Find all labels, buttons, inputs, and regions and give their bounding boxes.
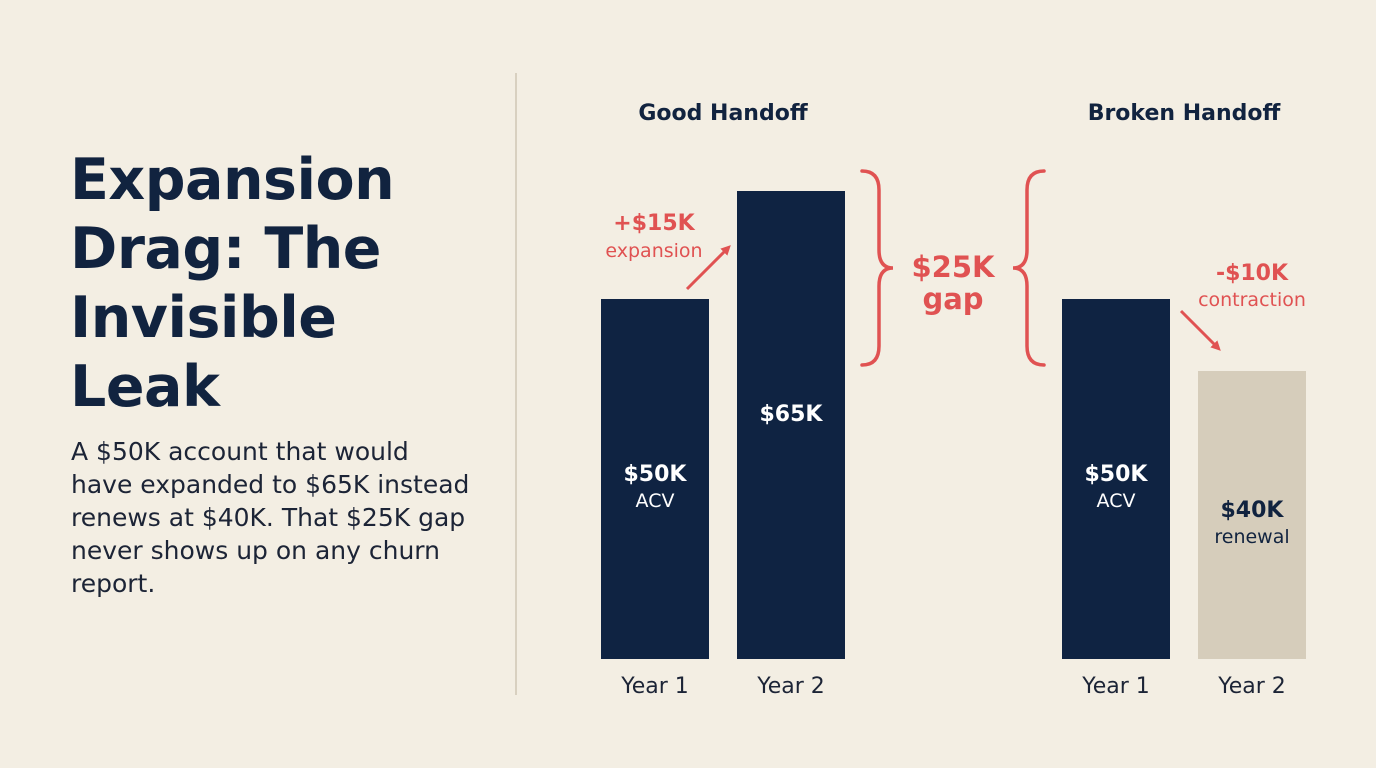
page-title: Expansion Drag: The Invisible Leak xyxy=(70,147,395,420)
good-year1-bar xyxy=(601,299,709,659)
good-handoff-title: Good Handoff xyxy=(638,101,808,126)
gap-brace-right-icon xyxy=(1012,169,1046,367)
good-year1-sub-label: ACV xyxy=(636,490,675,512)
broken-year2-sub-label: renewal xyxy=(1214,526,1289,548)
gap-label: gap xyxy=(922,282,983,316)
good-year2-value-label: $65K xyxy=(760,402,824,427)
broken-year2-tick-label: Year 2 xyxy=(1217,674,1286,699)
good-year1-value-label: $50K xyxy=(624,462,688,487)
expansion-arrow-icon xyxy=(685,245,731,291)
gap-brace-left-icon xyxy=(860,169,894,367)
bars-layer: $50K ACV Year 1 $65K Year 2 $50K ACV Year 1 $40K… xyxy=(601,191,1306,699)
good-year2-bar xyxy=(737,191,845,659)
expansion-label: expansion xyxy=(605,240,702,262)
good-year2-tick-label: Year 2 xyxy=(756,674,825,699)
contraction-label: contraction xyxy=(1198,289,1306,311)
broken-year1-sub-label: ACV xyxy=(1097,490,1136,512)
good-year1-tick-label: Year 1 xyxy=(620,674,689,699)
expansion-amount: +$15K xyxy=(613,211,695,236)
divider xyxy=(515,73,517,695)
broken-handoff-title: Broken Handoff xyxy=(1088,101,1282,126)
broken-year1-value-label: $50K xyxy=(1085,462,1149,487)
broken-year1-bar xyxy=(1062,299,1170,659)
contraction-arrow-icon xyxy=(1179,309,1221,351)
gap-amount: $25K xyxy=(911,250,996,284)
broken-year2-bar xyxy=(1198,371,1306,659)
broken-year2-value-label: $40K xyxy=(1221,498,1285,523)
contraction-amount: -$10K xyxy=(1216,261,1289,286)
broken-year1-tick-label: Year 1 xyxy=(1081,674,1150,699)
description-text: A $50K account that would have expanded … xyxy=(71,437,470,598)
